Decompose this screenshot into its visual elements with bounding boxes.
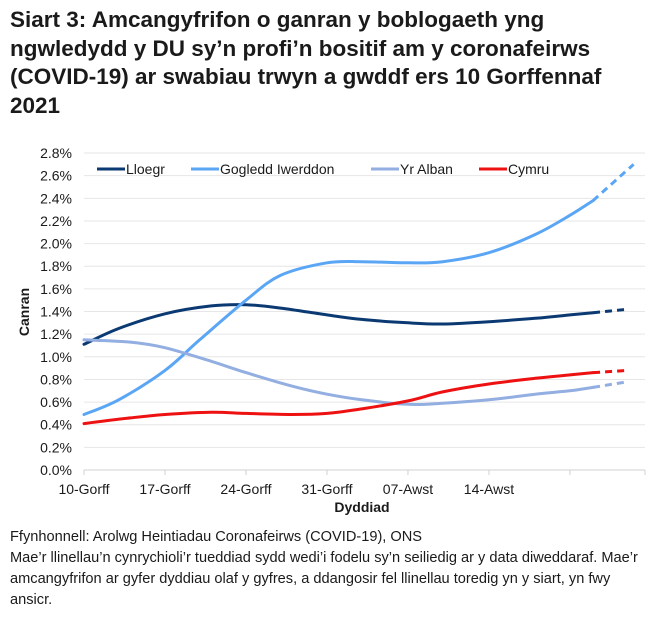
legend-label-gogledd-iwerddon: Gogledd Iwerddon <box>220 161 334 177</box>
legend-label-lloegr: Lloegr <box>126 161 165 177</box>
y-tick-label: 1.4% <box>40 304 72 320</box>
series-line-lloegr-estimate <box>592 307 628 315</box>
chart-title: Siart 3: Amcangyfrifon o ganran y boblog… <box>10 7 602 118</box>
series-line-gogledd-iwerddon <box>82 199 595 416</box>
y-tick-label: 2.4% <box>40 190 72 206</box>
x-tick-label: 24-Gorff <box>220 481 271 497</box>
y-tick-label: 1.2% <box>40 326 72 342</box>
series-line-gogledd-iwerddon-estimate <box>592 163 635 202</box>
x-tick-label: 07-Awst <box>383 481 433 497</box>
series-line-cymru-estimate <box>593 368 628 375</box>
y-tick-label: 2.8% <box>40 145 72 161</box>
x-axis: 10-Gorff 17-Gorff 24-Gorff 31-Gorff 07-Awst 1… <box>58 469 646 497</box>
legend: Lloegr Gogledd Iwerddon Yr Alban Cymru <box>97 161 549 177</box>
x-tick-label: 10-Gorff <box>58 481 109 497</box>
y-tick-label: 0.8% <box>40 371 72 387</box>
y-tick-label: 0.6% <box>40 394 72 410</box>
series-line-lloegr <box>82 303 595 346</box>
source-note: Ffynhonnell: Arolwg Heintiadau Coronafei… <box>10 529 423 545</box>
y-tick-label: 2.0% <box>40 236 72 252</box>
methodology-note: Mae’r llinellau’n cynrychioli’r tueddiad… <box>10 550 638 608</box>
y-tick-label: 2.2% <box>40 213 72 229</box>
x-tick-label: 14-Awst <box>464 481 514 497</box>
y-tick-label: 1.6% <box>40 281 72 297</box>
legend-label-cymru: Cymru <box>508 161 549 177</box>
y-axis-tick-labels: 0.0% 0.2% 0.4% 0.6% 0.8% 1.0% 1.2% 1.4% 1.6% 1.8%… <box>40 145 72 478</box>
x-tick-label: 31-Gorff <box>301 481 352 497</box>
series-line-yr-alban <box>82 338 595 406</box>
y-tick-label: 0.0% <box>40 462 72 478</box>
y-tick-label: 0.2% <box>40 439 72 455</box>
y-tick-label: 1.0% <box>40 349 72 365</box>
line-chart: 0.0% 0.2% 0.4% 0.6% 0.8% 1.0% 1.2% 1.4% 1.6% 1.8%… <box>0 130 660 530</box>
legend-label-yr-alban: Yr Alban <box>400 161 453 177</box>
y-tick-label: 0.4% <box>40 417 72 433</box>
chart-footer: Ffynhonnell: Arolwg Heintiadau Coronafei… <box>10 527 655 611</box>
series-lines <box>82 163 635 426</box>
series-line-cymru <box>82 371 595 426</box>
x-axis-label: Dyddiad <box>334 499 389 515</box>
y-tick-label: 2.6% <box>40 168 72 184</box>
x-tick-label: 17-Gorff <box>139 481 190 497</box>
y-axis-label: Canran <box>16 288 32 336</box>
gridlines <box>84 152 645 448</box>
y-tick-label: 1.8% <box>40 258 72 274</box>
series-line-yr-alban-estimate <box>592 380 629 389</box>
